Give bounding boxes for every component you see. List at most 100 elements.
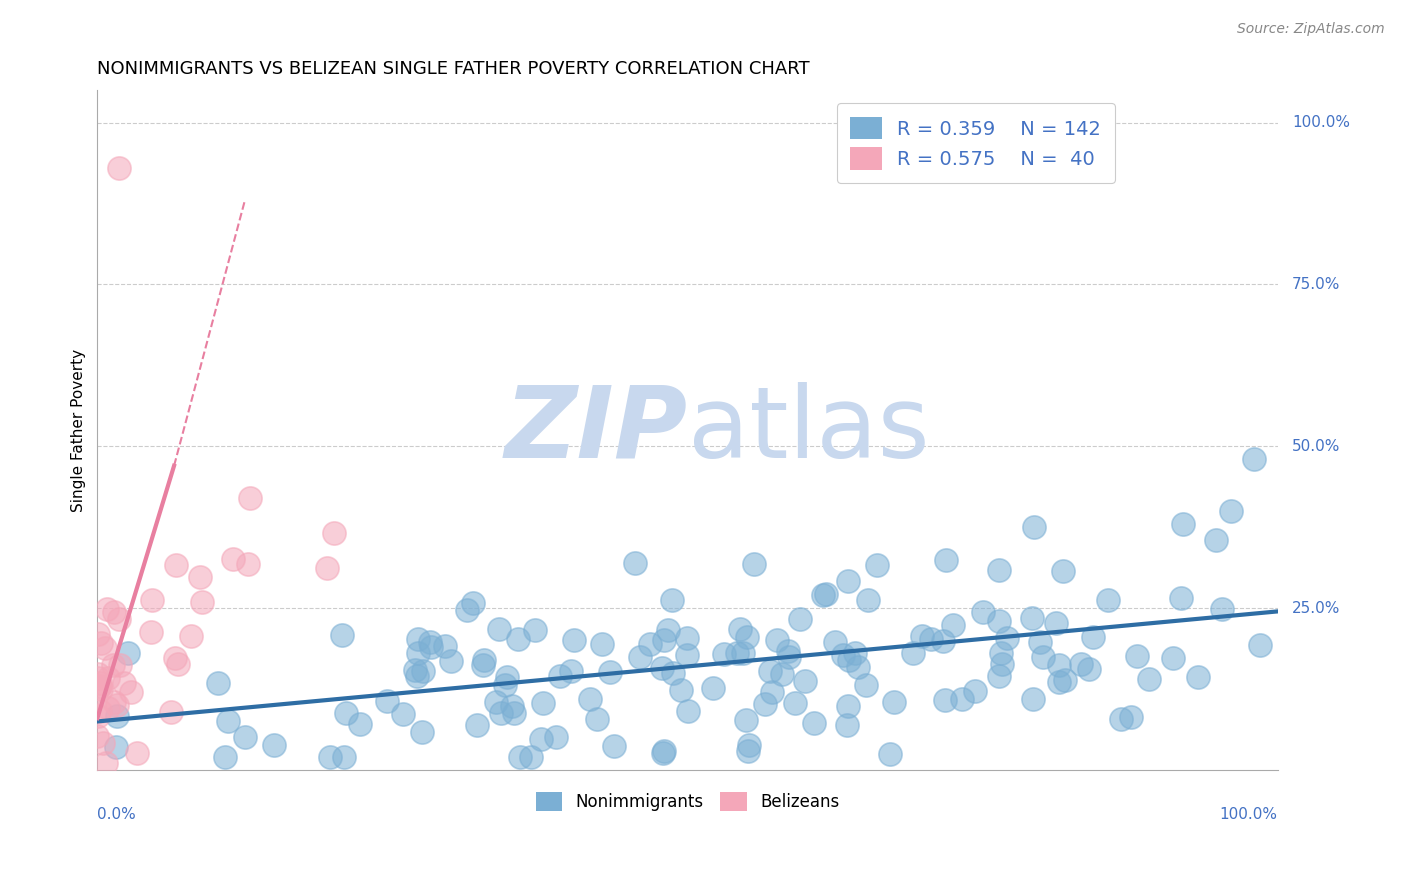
Point <box>217 714 239 728</box>
Point <box>87 667 110 681</box>
Point <box>652 744 675 758</box>
Point <box>560 664 582 678</box>
Point <box>375 693 398 707</box>
Point <box>488 622 510 636</box>
Point <box>738 738 761 752</box>
Point <box>988 614 1011 628</box>
Point <box>1170 591 1192 606</box>
Point <box>94 641 117 656</box>
Point <box>844 646 866 660</box>
Point <box>990 646 1012 660</box>
Point <box>86 730 108 744</box>
Point <box>501 698 523 713</box>
Point <box>103 695 125 709</box>
Point <box>207 675 229 690</box>
Point <box>1070 657 1092 671</box>
Text: 100.0%: 100.0% <box>1220 807 1278 822</box>
Point <box>1032 650 1054 665</box>
Point <box>97 671 120 685</box>
Point <box>831 648 853 662</box>
Point <box>803 715 825 730</box>
Point <box>676 705 699 719</box>
Point <box>411 725 433 739</box>
Point <box>713 647 735 661</box>
Point <box>737 744 759 758</box>
Point <box>702 681 724 696</box>
Point <box>94 756 117 770</box>
Point <box>86 671 108 685</box>
Point <box>815 587 838 601</box>
Point <box>91 736 114 750</box>
Point <box>952 691 974 706</box>
Point <box>1187 670 1209 684</box>
Point <box>735 631 758 645</box>
Point <box>391 706 413 721</box>
Point <box>735 713 758 727</box>
Point <box>319 750 342 764</box>
Point <box>1219 504 1241 518</box>
Point <box>731 646 754 660</box>
Point <box>1249 638 1271 652</box>
Point <box>105 698 128 712</box>
Point <box>934 693 956 707</box>
Point <box>1052 564 1074 578</box>
Point <box>333 750 356 764</box>
Point <box>405 663 427 677</box>
Point <box>96 601 118 615</box>
Point <box>920 632 942 646</box>
Point <box>1029 635 1052 649</box>
Text: 100.0%: 100.0% <box>1292 115 1350 130</box>
Point <box>591 637 613 651</box>
Point <box>730 622 752 636</box>
Point <box>408 646 430 660</box>
Point <box>652 746 675 760</box>
Point <box>523 623 546 637</box>
Point <box>89 679 111 693</box>
Point <box>1045 616 1067 631</box>
Point <box>509 750 531 764</box>
Point <box>1083 630 1105 644</box>
Point <box>628 649 651 664</box>
Point <box>754 697 776 711</box>
Point <box>239 491 262 505</box>
Point <box>990 657 1012 672</box>
Point <box>879 747 901 761</box>
Point <box>101 658 124 673</box>
Legend: Nonimmigrants, Belizeans: Nonimmigrants, Belizeans <box>524 780 851 822</box>
Point <box>1243 452 1265 467</box>
Point <box>766 633 789 648</box>
Point <box>180 629 202 643</box>
Point <box>214 750 236 764</box>
Point <box>1205 533 1227 547</box>
Point <box>141 592 163 607</box>
Point <box>652 632 675 647</box>
Point <box>108 612 131 626</box>
Point <box>472 653 495 667</box>
Text: Source: ZipAtlas.com: Source: ZipAtlas.com <box>1237 22 1385 37</box>
Point <box>531 696 554 710</box>
Point <box>789 612 811 626</box>
Point <box>837 574 859 589</box>
Point <box>87 627 110 641</box>
Point <box>349 717 371 731</box>
Point <box>89 704 111 718</box>
Point <box>419 640 441 654</box>
Point <box>1121 710 1143 724</box>
Point <box>222 552 245 566</box>
Point <box>105 709 128 723</box>
Point <box>932 633 955 648</box>
Point <box>495 670 517 684</box>
Text: atlas: atlas <box>688 382 929 479</box>
Point <box>419 635 441 649</box>
Point <box>485 696 508 710</box>
Point <box>661 593 683 607</box>
Point <box>661 665 683 680</box>
Point <box>1047 657 1070 672</box>
Point <box>112 675 135 690</box>
Point <box>811 588 834 602</box>
Point <box>675 631 697 645</box>
Point <box>1111 712 1133 726</box>
Point <box>778 643 800 657</box>
Point <box>1022 520 1045 534</box>
Point <box>972 605 994 619</box>
